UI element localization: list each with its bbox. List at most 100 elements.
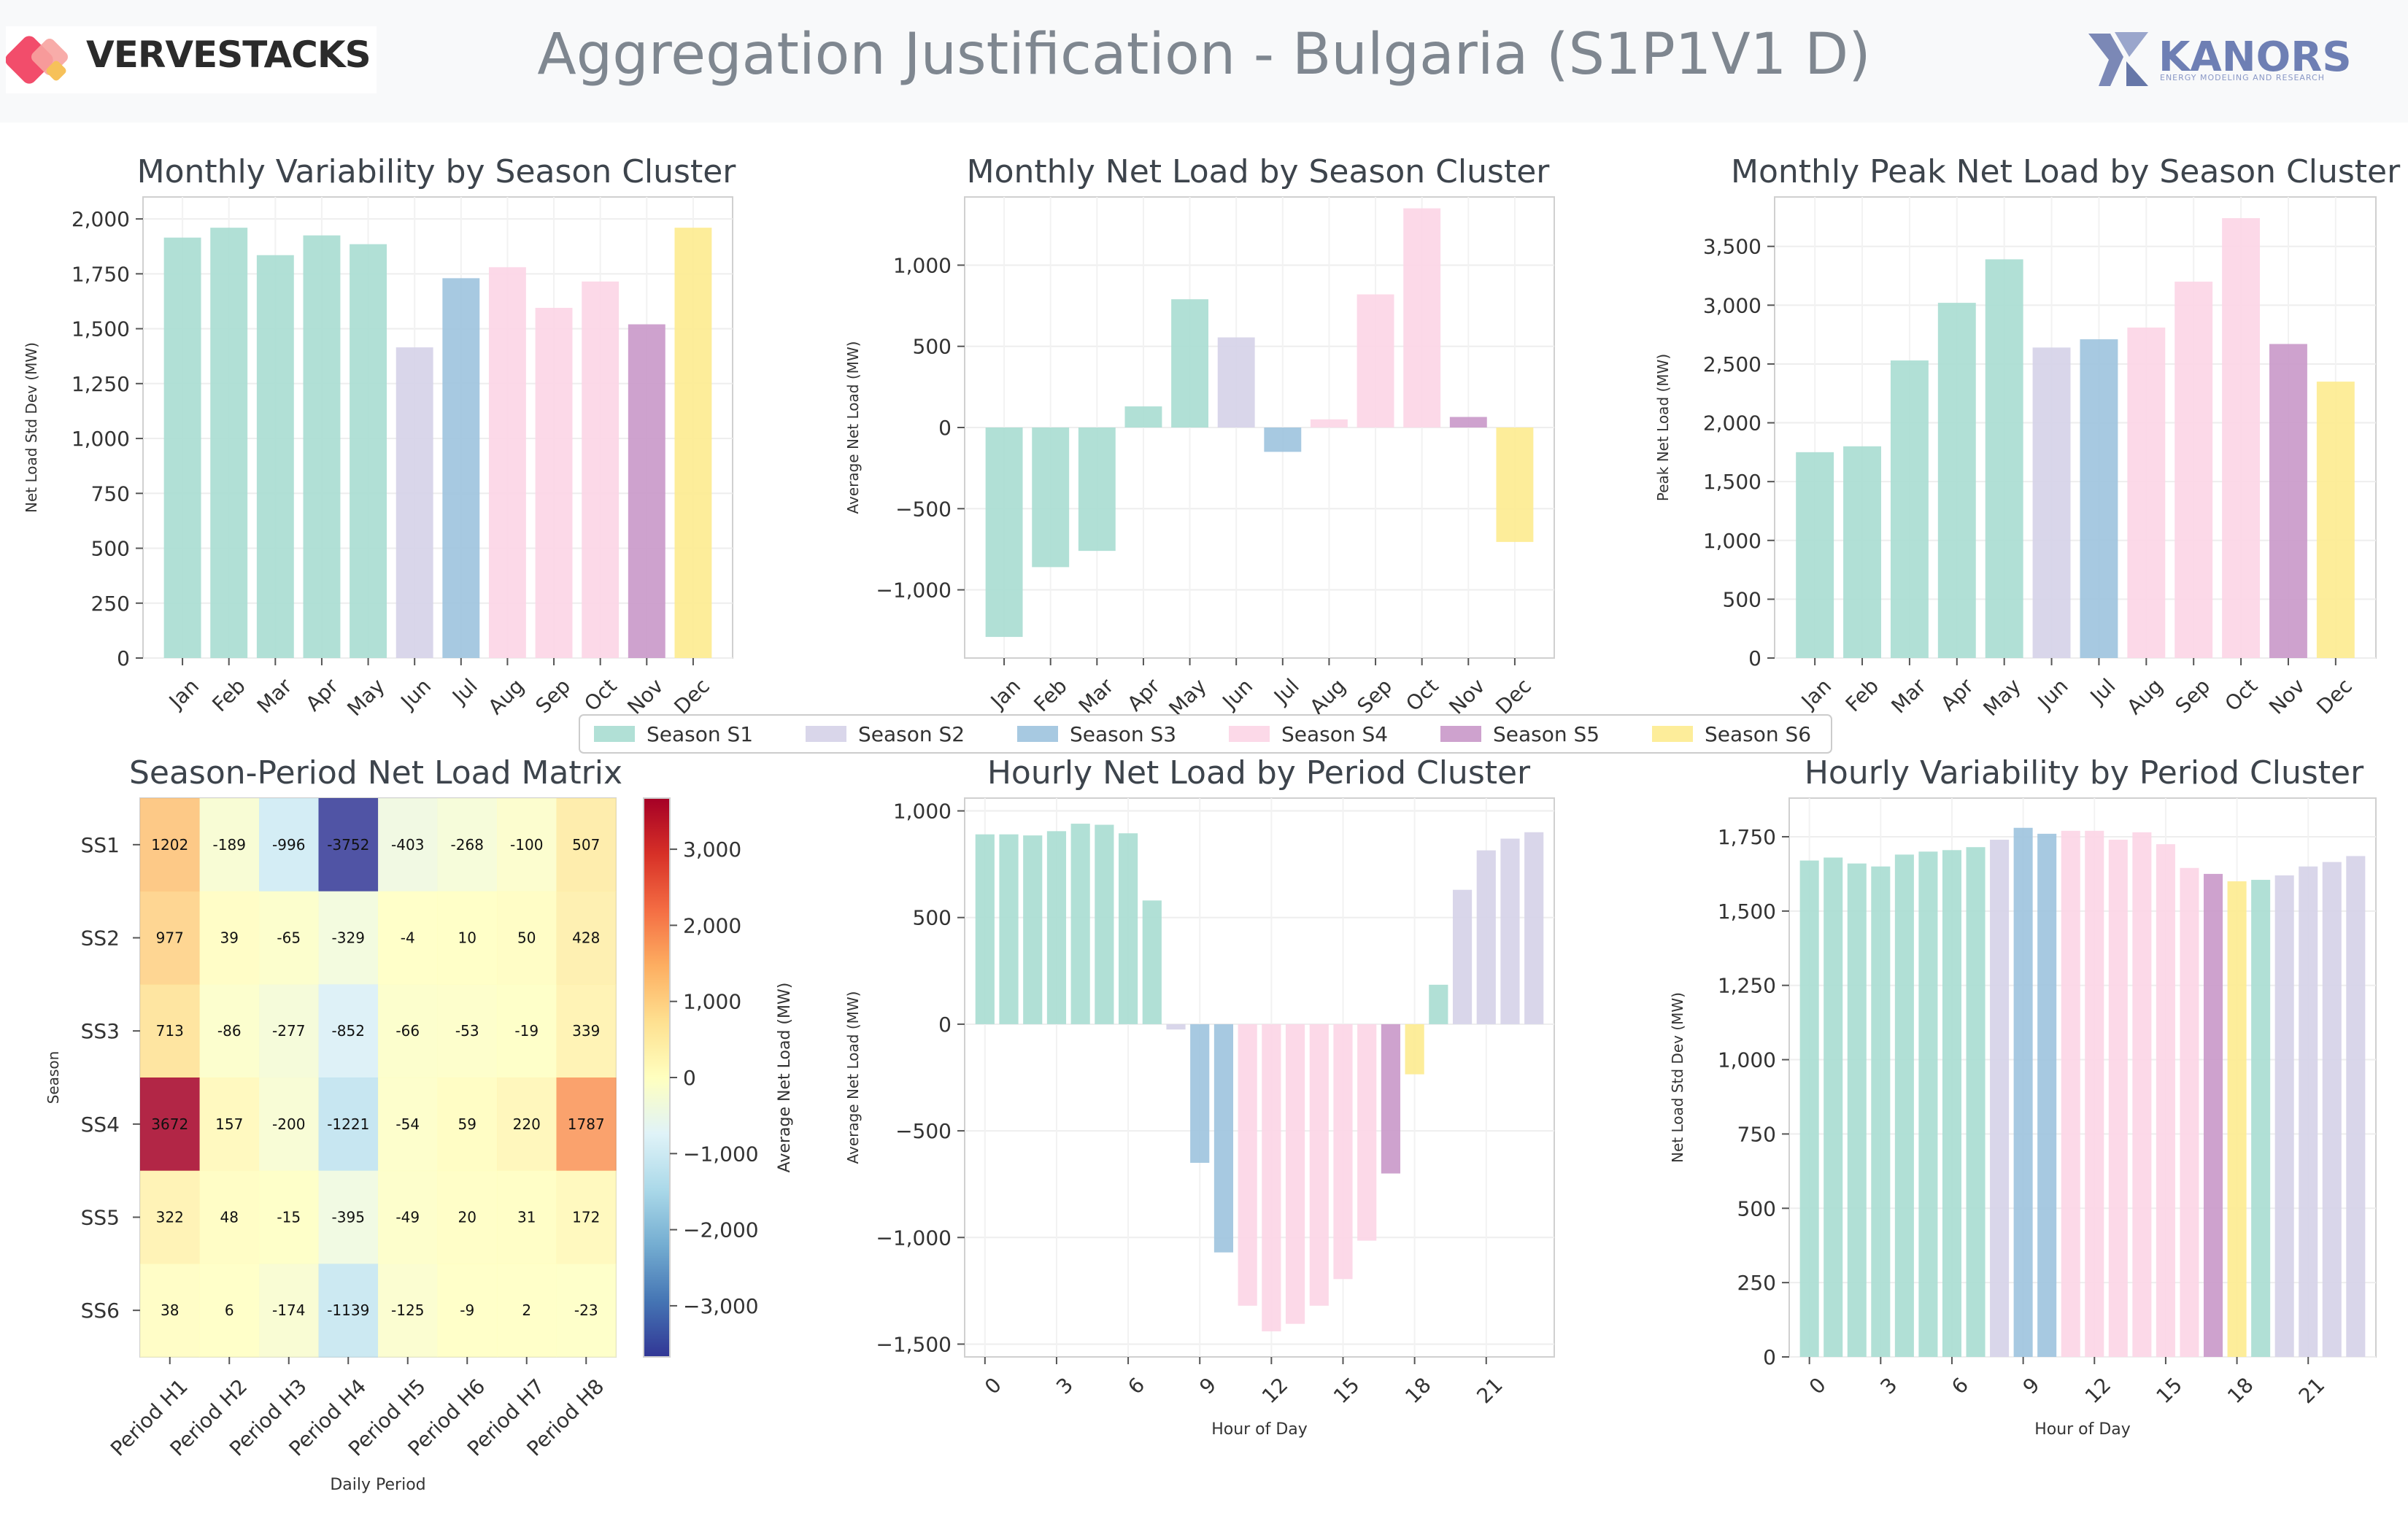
- colorbar-tick-label: 0: [683, 1066, 696, 1090]
- bar: [674, 228, 712, 659]
- x-tick-label: Feb: [1841, 674, 1883, 716]
- x-tick-label: 0: [980, 1373, 1006, 1399]
- heatmap-cell: [497, 891, 557, 985]
- heatmap-cell-label: -1139: [327, 1301, 369, 1319]
- bar: [2227, 881, 2247, 1357]
- bar: [1918, 851, 1938, 1357]
- bar: [975, 834, 995, 1024]
- x-tick-label: Nov: [1444, 674, 1489, 719]
- heatmap-cell-label: 48: [220, 1209, 239, 1226]
- bar: [2322, 862, 2342, 1357]
- x-tick-label: 12: [2080, 1373, 2116, 1409]
- y-tick-label: SS2: [81, 926, 120, 951]
- bar: [2132, 832, 2152, 1357]
- x-tick-label: Mar: [1074, 673, 1119, 718]
- heatmap-cell: [437, 798, 498, 892]
- heatmap-cell-label: -200: [272, 1115, 305, 1133]
- bar: [1476, 850, 1496, 1024]
- bar: [2085, 830, 2104, 1357]
- chart-title: Hourly Net Load by Period Cluster: [987, 754, 1531, 792]
- bar: [1213, 1024, 1234, 1253]
- bar: [1217, 337, 1255, 428]
- y-tick-label: 500: [913, 335, 952, 359]
- bar: [1142, 900, 1162, 1024]
- bar: [1381, 1024, 1401, 1174]
- heatmap-cell-label: 507: [572, 836, 600, 854]
- bar: [2061, 830, 2080, 1357]
- bar: [2251, 880, 2271, 1357]
- legend-label: Season S3: [1070, 722, 1176, 746]
- bar: [1496, 428, 1534, 542]
- brand-logo[interactable]: [6, 26, 377, 93]
- bar: [1078, 428, 1116, 552]
- y-axis-label: Net Load Std Dev (MW): [1669, 992, 1686, 1163]
- y-tick-label: −500: [895, 497, 952, 521]
- heatmap-cell-label: 3672: [151, 1115, 188, 1133]
- x-tick-label: 6: [1123, 1373, 1149, 1399]
- bar: [488, 267, 526, 658]
- x-tick-label: Jan: [985, 674, 1025, 714]
- bar: [1032, 428, 1070, 568]
- y-axis-label: Average Net Load (MW): [844, 341, 862, 514]
- y-tick-label: 1,000: [893, 800, 952, 824]
- heatmap-cell: [318, 1264, 379, 1358]
- heatmap-cell: [259, 984, 319, 1078]
- heatmap-cell: [199, 1170, 260, 1264]
- x-axis-label: Hour of Day: [1211, 1420, 1308, 1439]
- heatmap-cell-label: -53: [455, 1022, 479, 1040]
- bar: [985, 428, 1023, 638]
- bar: [1429, 984, 1448, 1024]
- y-tick-label: 1,750: [1718, 825, 1776, 849]
- x-tick-label: Feb: [207, 674, 250, 716]
- bar: [2127, 327, 2166, 658]
- heatmap-cell-label: -66: [395, 1022, 420, 1040]
- x-tick-label: Sep: [530, 674, 575, 719]
- x-tick-label: Oct: [579, 674, 622, 716]
- legend-swatch: [594, 726, 635, 742]
- heatmap-cell-label: 1787: [568, 1115, 605, 1133]
- bar: [2080, 339, 2118, 658]
- bar: [1403, 208, 1441, 428]
- x-tick-label: 18: [1400, 1373, 1436, 1409]
- heatmap-cell-label: 31: [517, 1209, 536, 1226]
- heatmap-cell: [259, 1078, 319, 1172]
- chart-title: Monthly Net Load by Season Cluster: [967, 153, 1551, 190]
- x-tick-label: May: [1978, 674, 2025, 721]
- colorbar-tick-label: −1,000: [683, 1142, 759, 1166]
- x-tick-label: Sep: [1352, 674, 1397, 719]
- y-tick-label: −1,000: [876, 579, 952, 603]
- colorbar-tick-label: 1,000: [683, 990, 741, 1014]
- heatmap-cell: [199, 1264, 260, 1358]
- bar: [303, 235, 341, 659]
- x-tick-label: Nov: [2264, 674, 2309, 719]
- heatmap-cell: [497, 798, 557, 892]
- x-axis-label: Daily Period: [330, 1476, 425, 1494]
- x-tick-label: Mar: [1886, 673, 1931, 718]
- heatmap-cell-label: 339: [572, 1022, 600, 1040]
- y-tick-label: SS6: [81, 1299, 120, 1323]
- bar: [210, 228, 248, 659]
- heatmap-cell: [318, 798, 379, 892]
- bar: [1023, 835, 1043, 1024]
- bar: [2032, 347, 2071, 658]
- heatmap-cell-label: -852: [332, 1022, 365, 1040]
- heatmap-cell-label: -329: [332, 929, 365, 947]
- x-tick-label: 18: [2223, 1373, 2258, 1409]
- heatmap-cell: [497, 1078, 557, 1172]
- y-tick-label: 1,500: [1718, 900, 1776, 924]
- x-tick-label: 21: [1472, 1373, 1508, 1409]
- legend-label: Season S6: [1705, 722, 1811, 746]
- heatmap-cell: [140, 1170, 200, 1264]
- y-tick-label: 1,000: [1703, 529, 1761, 553]
- x-tick-label: 9: [1195, 1373, 1221, 1399]
- bar: [2174, 282, 2213, 658]
- heatmap-cell: [378, 1170, 438, 1264]
- heatmap-cell: [259, 1264, 319, 1358]
- y-tick-label: 3,000: [1703, 293, 1761, 317]
- heatmap-cell: [378, 891, 438, 985]
- colorbar-tick-label: 2,000: [683, 913, 741, 937]
- heatmap-cell-label: -125: [391, 1301, 424, 1319]
- y-tick-label: 1,750: [72, 262, 130, 286]
- heatmap-cell: [497, 1170, 557, 1264]
- heatmap-cell: [556, 1078, 617, 1172]
